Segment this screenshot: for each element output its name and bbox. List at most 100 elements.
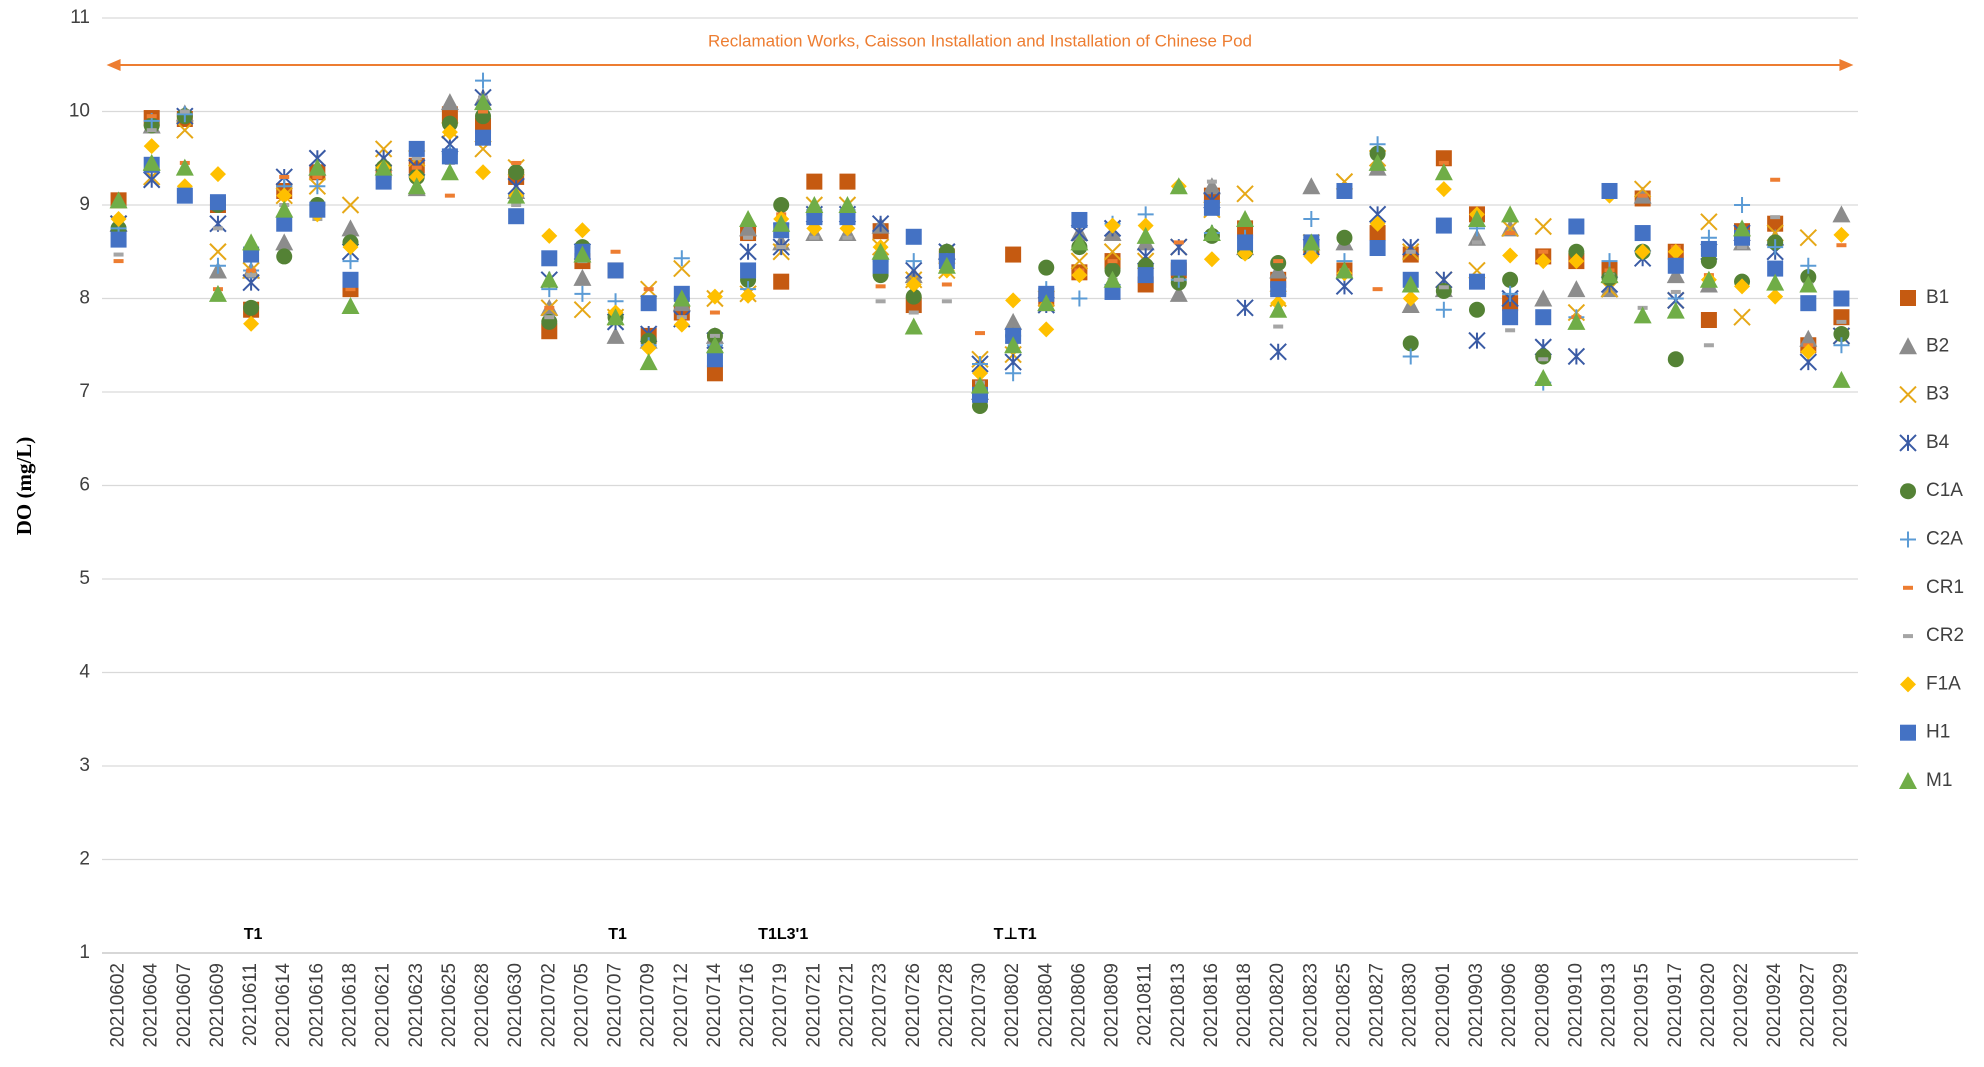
marker: [1833, 326, 1850, 343]
marker: [1502, 309, 1519, 326]
marker: [1270, 281, 1287, 298]
marker: [342, 253, 359, 270]
marker: [1369, 136, 1386, 153]
marker: [806, 209, 823, 226]
marker: [113, 252, 124, 257]
marker: [1402, 348, 1419, 365]
marker: [773, 197, 790, 213]
y-tick-label: 8: [79, 288, 90, 309]
marker: [1303, 248, 1320, 265]
marker: [1568, 218, 1585, 235]
marker: [275, 233, 294, 251]
marker: [341, 219, 360, 237]
marker: [1733, 219, 1752, 237]
marker: [246, 273, 257, 278]
annotation: Reclamation Works, Caisson Installation …: [708, 31, 1252, 50]
marker: [673, 259, 691, 278]
marker: [411, 165, 422, 170]
marker: [1405, 249, 1416, 254]
marker: [1502, 271, 1519, 288]
marker: [1302, 233, 1321, 251]
arrow-head: [1839, 59, 1854, 71]
marker: [1670, 289, 1681, 294]
marker: [1832, 205, 1851, 223]
x-tick-label: 20210721: [803, 963, 824, 1048]
x-tick-label: 20210707: [605, 963, 626, 1048]
marker: [374, 158, 393, 176]
x-tick-label: 20210618: [340, 963, 361, 1048]
marker: [208, 284, 227, 302]
marker: [673, 316, 690, 333]
marker: [544, 315, 555, 320]
marker: [1667, 257, 1684, 274]
marker: [444, 193, 455, 198]
marker: [243, 315, 260, 332]
legend-label: B4: [1926, 432, 1950, 453]
legend-label: H1: [1926, 722, 1950, 743]
marker: [1236, 185, 1254, 203]
marker: [175, 158, 194, 176]
marker: [1107, 259, 1118, 264]
x-tick-label: 20210802: [1002, 963, 1023, 1048]
marker: [706, 351, 723, 368]
marker: [743, 235, 754, 240]
marker: [1005, 292, 1022, 309]
marker: [941, 299, 952, 304]
marker: [1767, 260, 1784, 277]
marker: [1169, 284, 1188, 302]
marker: [146, 114, 157, 119]
marker: [441, 124, 458, 141]
marker: [1071, 290, 1088, 307]
marker: [1104, 283, 1121, 300]
legend-marker: [1903, 585, 1913, 590]
marker: [871, 214, 890, 233]
marker: [1104, 217, 1121, 234]
y-tick-label: 6: [79, 475, 90, 496]
marker: [1700, 213, 1718, 231]
series: [110, 106, 1850, 396]
marker: [276, 248, 293, 265]
marker: [1634, 225, 1651, 242]
legend-label: B2: [1926, 335, 1949, 356]
marker: [673, 250, 690, 267]
marker: [341, 296, 360, 314]
marker: [1435, 181, 1452, 198]
marker: [1468, 301, 1485, 318]
marker: [1104, 262, 1121, 279]
marker: [146, 128, 157, 133]
series: [110, 72, 1850, 391]
marker: [1269, 300, 1288, 318]
marker: [209, 194, 226, 211]
marker: [1303, 211, 1320, 228]
marker: [776, 245, 787, 250]
marker: [709, 333, 720, 338]
marker: [1103, 270, 1122, 288]
x-tick-label: 20210723: [870, 963, 891, 1048]
marker: [1372, 287, 1383, 292]
marker: [1502, 247, 1519, 264]
legend-label: M1: [1926, 770, 1952, 791]
marker: [705, 336, 724, 354]
marker: [474, 93, 493, 111]
y-tick-label: 7: [79, 381, 90, 402]
event-label: T1L3'1: [758, 926, 808, 943]
marker: [1402, 290, 1419, 307]
x-tick-label: 20210816: [1201, 963, 1222, 1048]
marker: [1633, 180, 1652, 198]
marker: [1173, 240, 1184, 245]
marker: [1833, 226, 1850, 243]
x-tick-label: 20210924: [1764, 963, 1785, 1048]
marker: [1800, 295, 1817, 312]
legend-label: CR1: [1926, 577, 1964, 598]
marker: [1799, 229, 1818, 247]
marker: [1336, 229, 1353, 246]
marker: [1568, 253, 1585, 270]
y-tick-label: 11: [70, 7, 90, 28]
marker: [440, 163, 459, 181]
marker: [1601, 182, 1618, 199]
marker: [1836, 243, 1847, 248]
marker: [1273, 324, 1284, 329]
series: [109, 88, 1851, 400]
marker: [1535, 309, 1552, 326]
marker: [1770, 215, 1781, 220]
